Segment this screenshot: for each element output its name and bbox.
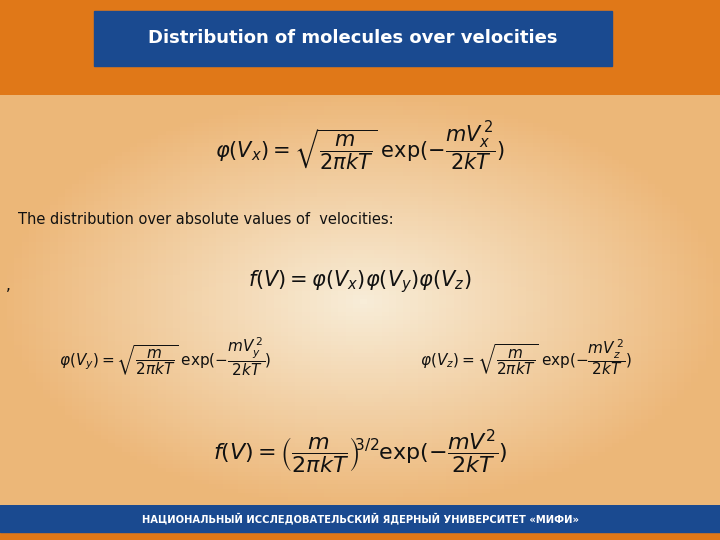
Text: $f(V) = \left(\dfrac{m}{2\pi kT}\right)^{\!\!3/2}\!\!\;\mathrm{exp}(-\dfrac{mV^2: $f(V) = \left(\dfrac{m}{2\pi kT}\right)^…	[212, 428, 508, 476]
Bar	[94, 11, 612, 66]
Text: The distribution over absolute values of  velocities:: The distribution over absolute values of…	[18, 212, 394, 227]
Text: $f(V) = \varphi(V_x)\varphi(V_y)\varphi(V_z)$: $f(V) = \varphi(V_x)\varphi(V_y)\varphi(…	[248, 268, 472, 295]
Text: Distribution of molecules over velocities: Distribution of molecules over velocitie…	[148, 29, 557, 48]
Text: НАЦИОНАЛЬНЫЙ ИССЛЕДОВАТЕЛЬСКИЙ ЯДЕРНЫЙ УНИВЕРСИТЕТ «МИФИ»: НАЦИОНАЛЬНЫЙ ИССЛЕДОВАТЕЛЬСКИЙ ЯДЕРНЫЙ У…	[142, 512, 578, 524]
Bar	[0, 532, 720, 540]
Text: $\varphi(V_x) = \sqrt{\dfrac{m}{2\pi kT}}\;\mathrm{exp}(-\dfrac{mV_x^{\,2}}{2kT}: $\varphi(V_x) = \sqrt{\dfrac{m}{2\pi kT}…	[215, 119, 505, 173]
Text: ,: ,	[6, 278, 11, 293]
Text: $\varphi(V_y) = \sqrt{\dfrac{m}{2\pi kT}}\;\mathrm{exp}(-\dfrac{mV_y^{\,2}}{2kT}: $\varphi(V_y) = \sqrt{\dfrac{m}{2\pi kT}…	[59, 336, 272, 378]
Bar	[0, 505, 720, 532]
Text: $\varphi(V_z) = \sqrt{\dfrac{m}{2\pi kT}}\;\mathrm{exp}(-\dfrac{mV_z^{\,2}}{2kT}: $\varphi(V_z) = \sqrt{\dfrac{m}{2\pi kT}…	[420, 337, 631, 377]
